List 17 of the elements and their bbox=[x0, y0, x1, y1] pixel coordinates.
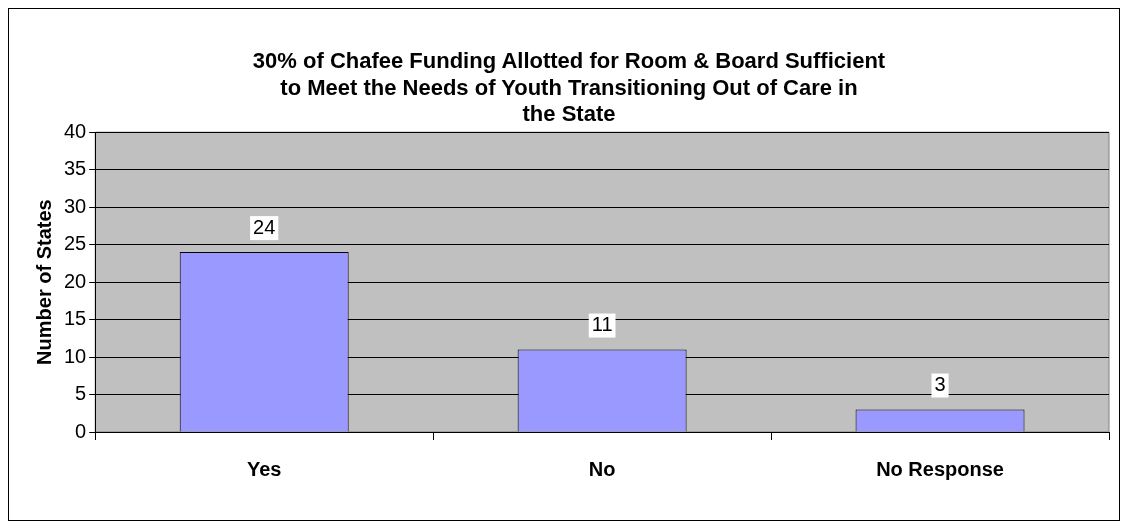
y-tick-label: 35 bbox=[64, 157, 87, 180]
y-tick-label: 0 bbox=[75, 419, 87, 442]
y-tick-label: 40 bbox=[64, 119, 87, 142]
data-label: 11 bbox=[591, 313, 613, 336]
chart-title: 30% of Chafee Funding Allotted for Room & Board Sufficient to Meet the Needs of Youth Transitioning Out of Care in the State bbox=[252, 48, 886, 127]
y-tick-label: 10 bbox=[64, 344, 87, 367]
x-tick-label: No Response bbox=[876, 457, 1004, 480]
y-tick-label: 25 bbox=[64, 232, 87, 255]
y-tick-label: 20 bbox=[64, 269, 87, 292]
data-label: 3 bbox=[934, 373, 946, 396]
data-label: 24 bbox=[253, 215, 276, 238]
y-axis-title: Number of States bbox=[32, 199, 55, 365]
x-tick-label: No bbox=[588, 457, 616, 480]
x-tick-label: Yes bbox=[246, 457, 282, 480]
y-tick-label: 15 bbox=[64, 307, 87, 330]
y-tick-label: 5 bbox=[75, 382, 87, 405]
y-tick-label: 30 bbox=[64, 194, 87, 217]
